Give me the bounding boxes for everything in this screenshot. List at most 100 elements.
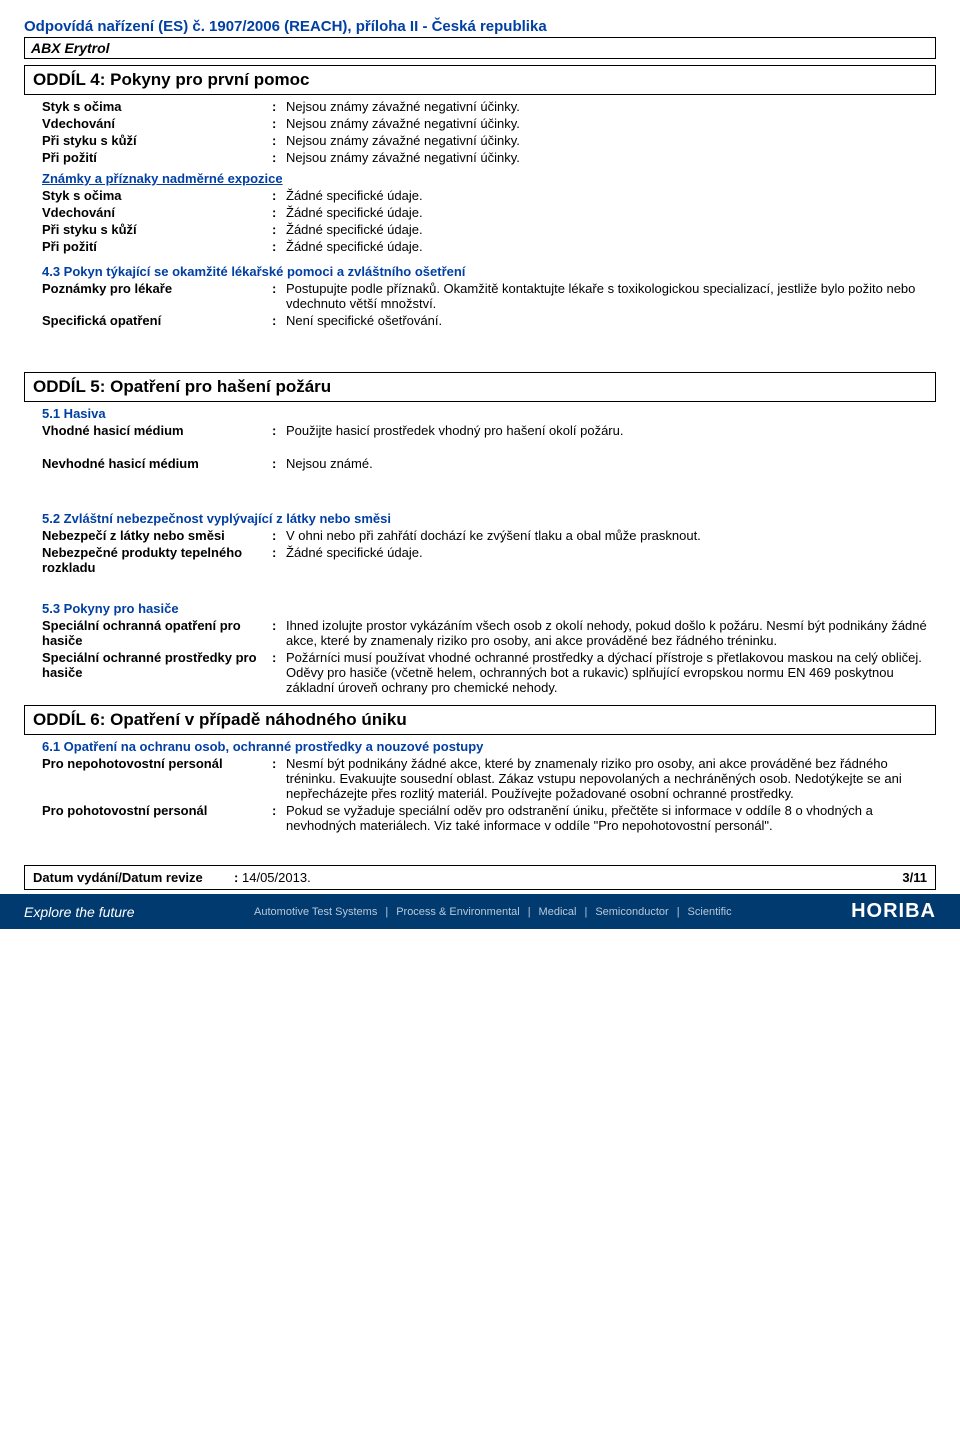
sub-4-3: 4.3 Pokyn týkající se okamžité lékařské … [42, 264, 936, 279]
field-row: Při styku s kůží:Žádné specifické údaje. [42, 222, 936, 237]
field-value: Nejsou známy závažné negativní účinky. [286, 133, 936, 148]
field-label: Nevhodné hasicí médium [42, 456, 272, 471]
field-value: Ihned izolujte prostor vykázáním všech o… [286, 618, 936, 648]
field-value: Použijte hasicí prostředek vhodný pro ha… [286, 423, 936, 438]
colon: : [272, 205, 286, 220]
section-5-title: ODDÍL 5: Opatření pro hašení požáru [24, 372, 936, 402]
field-value: Požárníci musí používat vhodné ochranné … [286, 650, 936, 695]
field-label: Styk s očima [42, 188, 272, 203]
colon: : [272, 618, 286, 633]
banner-separator: | [385, 906, 388, 918]
footer-date: 14/05/2013. [242, 870, 311, 885]
field-label: Při požití [42, 150, 272, 165]
field-row: Při styku s kůží:Nejsou známy závažné ne… [42, 133, 936, 148]
colon: : [272, 313, 286, 328]
banner-segment: Semiconductor [595, 906, 668, 918]
section-4-title: ODDÍL 4: Pokyny pro první pomoc [24, 65, 936, 95]
field-value: Nejsou známy závažné negativní účinky. [286, 116, 936, 131]
colon: : [272, 116, 286, 131]
exposure-heading: Známky a příznaky nadměrné expozice [42, 171, 936, 186]
field-row: Vdechování:Nejsou známy závažné negativn… [42, 116, 936, 131]
banner-segment: Automotive Test Systems [254, 906, 377, 918]
field-value: Nesmí být podnikány žádné akce, které by… [286, 756, 936, 801]
field-row: Při požití:Žádné specifické údaje. [42, 239, 936, 254]
colon: : [272, 650, 286, 665]
footer-page: 3/11 [902, 870, 927, 885]
field-row: Vdechování:Žádné specifické údaje. [42, 205, 936, 220]
colon: : [272, 803, 286, 818]
field-row: Specifická opatření:Není specifické ošet… [42, 313, 936, 328]
field-label: Při styku s kůží [42, 222, 272, 237]
banner-segment: Process & Environmental [396, 906, 520, 918]
field-value: Žádné specifické údaje. [286, 188, 936, 203]
banner-separator: | [584, 906, 587, 918]
banner-segment: Medical [539, 906, 577, 918]
field-value: Nejsou známy závažné negativní účinky. [286, 99, 936, 114]
field-value: Nejsou známé. [286, 456, 936, 471]
field-row: Vhodné hasicí médium:Použijte hasicí pro… [42, 423, 936, 438]
field-label: Vdechování [42, 116, 272, 131]
banner-segments: Automotive Test Systems | Process & Enviro… [250, 906, 736, 918]
field-label: Speciální ochranná opatření pro hasiče [42, 618, 272, 648]
field-value: V ohni nebo při zahřátí dochází ke zvýše… [286, 528, 936, 543]
field-row: Styk s očima:Žádné specifické údaje. [42, 188, 936, 203]
colon: : [272, 150, 286, 165]
footer-label: Datum vydání/Datum revize [33, 870, 203, 885]
field-row: Speciální ochranná opatření pro hasiče:I… [42, 618, 936, 648]
colon: : [272, 133, 286, 148]
colon: : [272, 756, 286, 771]
field-value: Žádné specifické údaje. [286, 239, 936, 254]
field-row: Speciální ochranné prostředky pro hasiče… [42, 650, 936, 695]
regulation-header: Odpovídá nařízení (ES) č. 1907/2006 (REA… [24, 18, 936, 35]
field-value: Postupujte podle příznaků. Okamžitě kont… [286, 281, 936, 311]
field-row: Poznámky pro lékaře:Postupujte podle pří… [42, 281, 936, 311]
section-6-title: ODDÍL 6: Opatření v případě náhodného ún… [24, 705, 936, 735]
sub-6-1: 6.1 Opatření na ochranu osob, ochranné p… [42, 739, 936, 754]
field-label: Vdechování [42, 205, 272, 220]
colon: : [272, 99, 286, 114]
field-value: Žádné specifické údaje. [286, 205, 936, 220]
colon: : [272, 239, 286, 254]
footer-box: Datum vydání/Datum revize : 14/05/2013. … [24, 865, 936, 890]
field-label: Pro nepohotovostní personál [42, 756, 272, 771]
banner-logo: HORIBA [851, 900, 936, 923]
field-label: Nebezpečné produkty tepelného rozkladu [42, 545, 272, 575]
colon: : [272, 423, 286, 438]
field-label: Pro pohotovostní personál [42, 803, 272, 818]
field-row: Nevhodné hasicí médium:Nejsou známé. [42, 456, 936, 471]
field-label: Speciální ochranné prostředky pro hasiče [42, 650, 272, 680]
colon: : [272, 545, 286, 560]
field-label: Při styku s kůží [42, 133, 272, 148]
field-row: Pro nepohotovostní personál:Nesmí být po… [42, 756, 936, 801]
colon: : [272, 528, 286, 543]
field-label: Nebezpečí z látky nebo směsi [42, 528, 272, 543]
field-value: Žádné specifické údaje. [286, 545, 936, 560]
sub-5-2: 5.2 Zvláštní nebezpečnost vyplývající z … [42, 511, 936, 526]
field-label: Při požití [42, 239, 272, 254]
field-value: Žádné specifické údaje. [286, 222, 936, 237]
sub-5-1: 5.1 Hasiva [42, 406, 936, 421]
banner-separator: | [677, 906, 680, 918]
field-row: Pro pohotovostní personál:Pokud se vyžad… [42, 803, 936, 833]
banner-tagline: Explore the future [24, 904, 135, 920]
product-name-box: ABX Erytrol [24, 37, 936, 59]
colon: : [272, 456, 286, 471]
brand-banner: Explore the future Automotive Test Syste… [0, 894, 960, 929]
field-row: Nebezpečné produkty tepelného rozkladu:Ž… [42, 545, 936, 575]
field-label: Styk s očima [42, 99, 272, 114]
field-row: Nebezpečí z látky nebo směsi:V ohni nebo… [42, 528, 936, 543]
field-row: Při požití:Nejsou známy závažné negativn… [42, 150, 936, 165]
field-label: Poznámky pro lékaře [42, 281, 272, 296]
colon: : [272, 188, 286, 203]
colon: : [272, 222, 286, 237]
sub-5-3: 5.3 Pokyny pro hasiče [42, 601, 936, 616]
colon: : [272, 281, 286, 296]
banner-segment: Scientific [688, 906, 732, 918]
field-label: Vhodné hasicí médium [42, 423, 272, 438]
field-value: Pokud se vyžaduje speciální oděv pro ods… [286, 803, 936, 833]
field-label: Specifická opatření [42, 313, 272, 328]
banner-separator: | [528, 906, 531, 918]
field-row: Styk s očima:Nejsou známy závažné negati… [42, 99, 936, 114]
field-value: Není specifické ošetřování. [286, 313, 936, 328]
field-value: Nejsou známy závažné negativní účinky. [286, 150, 936, 165]
